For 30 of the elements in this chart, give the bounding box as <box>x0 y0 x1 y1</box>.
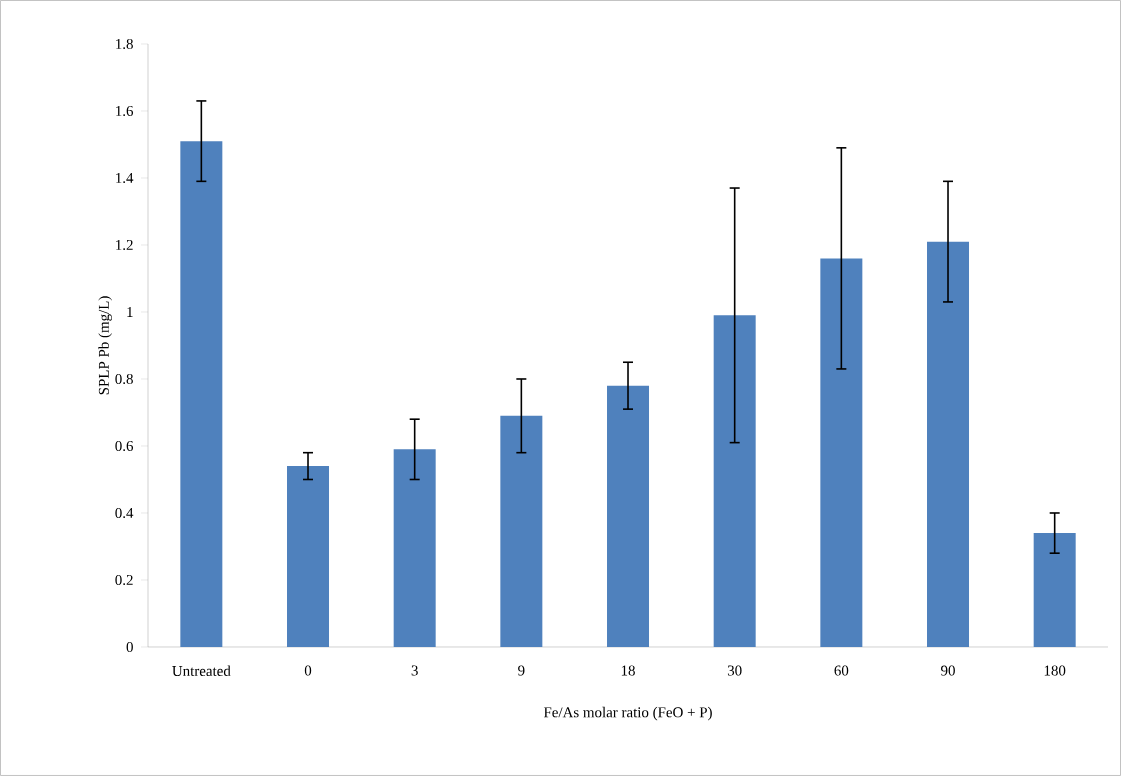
y-tick-label: 0.4 <box>115 507 134 519</box>
x-tick-label: 60 <box>834 665 849 676</box>
x-tick-label: 3 <box>411 665 418 676</box>
bar <box>287 466 330 647</box>
bar <box>393 449 436 647</box>
y-tick-label: 0.2 <box>115 574 133 586</box>
x-tick-label: 90 <box>941 665 955 676</box>
x-tick-label: 30 <box>727 665 742 676</box>
x-tick-label: 0 <box>304 665 312 676</box>
y-axis-title: SPLP Pb (mg/L) <box>98 296 112 395</box>
y-tick-label: 1.8 <box>116 38 133 50</box>
y-tick-label: 0.6 <box>115 440 134 452</box>
y-tick-label: 0 <box>126 641 133 653</box>
bar <box>180 141 223 647</box>
y-tick-label: 1.2 <box>116 239 133 251</box>
x-tick-label: 9 <box>518 665 525 676</box>
y-tick-label: 1.6 <box>116 105 134 117</box>
y-tick-label: 1.4 <box>116 172 134 184</box>
bar <box>927 241 970 647</box>
bar <box>1033 533 1076 647</box>
bar <box>713 315 756 647</box>
x-tick-label: 180 <box>1044 665 1066 676</box>
x-axis-title: Fe/As molar ratio (FeO + P) <box>543 706 712 721</box>
x-tick-label: Untreated <box>172 665 231 677</box>
bar <box>607 385 650 647</box>
bar <box>820 258 863 647</box>
x-tick-label: 18 <box>621 665 635 676</box>
bar <box>500 415 543 647</box>
y-tick-label: 0.8 <box>115 373 133 385</box>
y-tick-label: 1 <box>127 307 133 317</box>
